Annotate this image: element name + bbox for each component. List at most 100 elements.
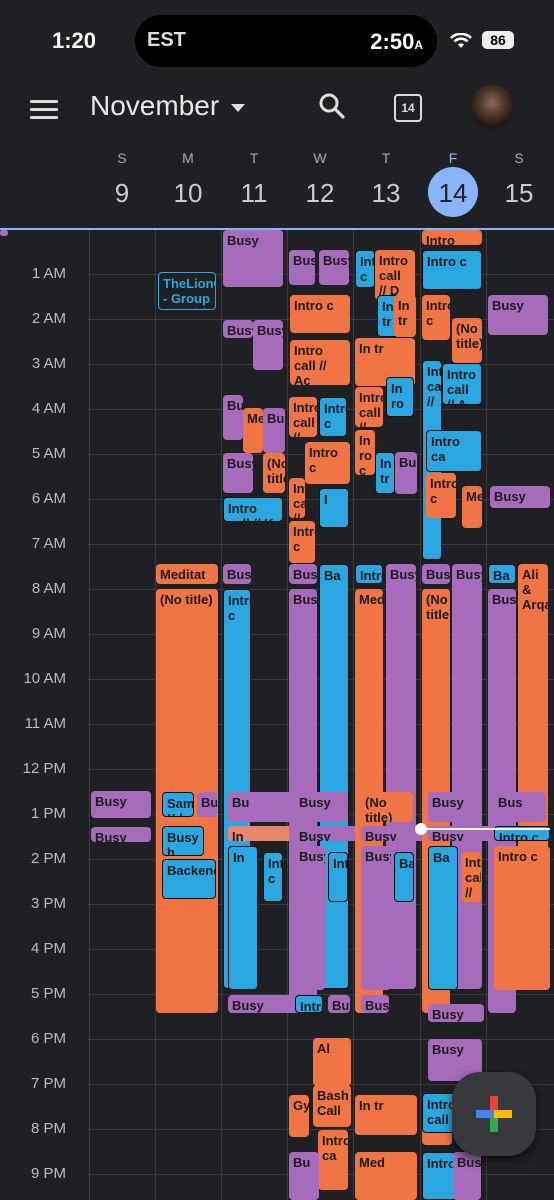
calendar-event[interactable]: Intro ca	[318, 1130, 348, 1190]
calendar-event[interactable]: Med	[243, 408, 263, 453]
search-icon[interactable]	[318, 92, 346, 120]
calendar-event[interactable]: Intro c	[305, 442, 350, 484]
calendar-event[interactable]: Busy	[453, 1152, 481, 1200]
calendar-event[interactable]: Ba	[394, 852, 414, 902]
calendar-event[interactable]: Intro c	[319, 397, 347, 437]
calendar-event[interactable]: In tr	[394, 295, 416, 337]
calendar-event[interactable]: Intro c	[290, 295, 350, 333]
day-header[interactable]: M 10	[155, 140, 221, 228]
calendar-event[interactable]: Backend	[162, 859, 216, 899]
calendar-event[interactable]: Busy	[223, 395, 243, 440]
calendar-event[interactable]: Busy	[223, 320, 253, 338]
calendar-event[interactable]: (No title)	[263, 453, 285, 493]
calendar-event[interactable]: Med	[462, 486, 482, 528]
calendar-event[interactable]: Busy	[263, 408, 285, 453]
calendar-event[interactable]: Busy	[223, 230, 283, 287]
create-event-button[interactable]	[452, 1072, 536, 1156]
calendar-event[interactable]: Busy	[490, 486, 550, 508]
column-divider	[353, 230, 354, 1200]
calendar-event[interactable]: Busy	[223, 564, 251, 584]
calendar-event[interactable]: TheLionGlass - Group Coachi	[158, 272, 216, 310]
calendar-event[interactable]: Al	[313, 1038, 351, 1086]
calendar-event[interactable]: In ro c	[355, 430, 375, 475]
calendar-event[interactable]: Busy	[228, 995, 298, 1013]
calendar-event[interactable]: Intro c	[422, 295, 450, 340]
calendar-event[interactable]: Intro	[328, 852, 348, 902]
calendar-event[interactable]: In	[228, 826, 296, 841]
calendar-event[interactable]: Intro c	[426, 473, 456, 518]
calendar-event[interactable]: Intro call // Al	[461, 852, 481, 902]
calendar-event[interactable]: Busy	[91, 791, 151, 818]
calendar-event[interactable]: Busy	[289, 250, 315, 285]
calendar-event[interactable]: Bu	[289, 1152, 319, 1200]
header-divider	[0, 228, 554, 230]
calendar-event[interactable]: Busy	[422, 564, 450, 584]
calendar-event[interactable]: Intro call // K	[223, 497, 283, 522]
calendar-event[interactable]: Intro call // Ac	[290, 340, 350, 385]
calendar-event[interactable]: In tr	[375, 452, 395, 494]
calendar-event[interactable]: Intro call // Ba	[289, 397, 317, 437]
calendar-event[interactable]: Intro c	[355, 564, 383, 584]
calendar-event[interactable]: Ba	[428, 846, 458, 990]
calendar-event[interactable]: Busy	[295, 826, 363, 841]
calendar-event[interactable]: Busy	[361, 995, 389, 1013]
calendar-event[interactable]: Busy	[253, 320, 283, 370]
calendar-event[interactable]: Intro call // A	[442, 363, 482, 405]
calendar-event[interactable]: Intro c	[494, 846, 550, 990]
calendar-event[interactable]: Intro call // De	[422, 230, 482, 245]
calendar-event[interactable]: Intro ca	[426, 430, 482, 472]
column-divider	[89, 230, 90, 1200]
calendar-event[interactable]: Intro call //	[289, 478, 305, 518]
day-header[interactable]: F 14	[420, 140, 486, 228]
calendar-event[interactable]: Busy	[361, 846, 391, 990]
calendar-event[interactable]: (No title)	[452, 318, 482, 363]
calendar-event[interactable]: Intro c	[422, 250, 482, 290]
calendar-event[interactable]: Sam X h	[162, 792, 194, 817]
calendar-event[interactable]: I	[319, 488, 349, 528]
calendar-event[interactable]: Intro call // D	[375, 250, 415, 300]
calendar-event[interactable]: Intro c	[355, 250, 375, 288]
calendar-event[interactable]: (No title)	[361, 792, 413, 822]
calendar-event[interactable]: In ro c	[386, 377, 414, 417]
day-header[interactable]: W 12	[287, 140, 353, 228]
calendar-event[interactable]: Busy	[428, 1004, 484, 1022]
calendar-event[interactable]: Ba	[488, 564, 516, 584]
calendar-event[interactable]: Intro c	[263, 852, 283, 902]
calendar-event[interactable]: In tr	[355, 1095, 417, 1135]
calendar-event[interactable]: Busy	[289, 564, 317, 584]
calendar-event[interactable]: Meditat	[156, 564, 218, 584]
calendar-event[interactable]: Busy	[428, 792, 480, 822]
week-grid[interactable]: 1 AM 2 AM 3 AM 4 AM 5 AM 6 AM 7 AM 8 AM 9 AM 10 A…	[0, 230, 554, 1200]
calendar-event[interactable]: Busy	[0, 230, 8, 236]
calendar-event[interactable]: In	[228, 846, 258, 990]
day-header[interactable]: S 15	[486, 140, 552, 228]
calendar-event[interactable]: Busy	[295, 846, 325, 990]
calendar-event[interactable]: Busy	[361, 826, 429, 841]
calendar-event[interactable]: Busy	[488, 295, 548, 335]
calendar-event[interactable]: Bu	[197, 792, 217, 817]
calendar-event[interactable]: Bus	[494, 792, 546, 822]
month-selector[interactable]: November	[90, 90, 246, 122]
calendar-event[interactable]: Bu	[395, 452, 417, 494]
day-header[interactable]: T 11	[221, 140, 287, 228]
calendar-event[interactable]: Bash Call	[313, 1085, 351, 1127]
calendar-event[interactable]: Busy	[223, 453, 253, 493]
calendar-event[interactable]: Busy	[91, 827, 151, 842]
calendar-event[interactable]: Gym	[289, 1095, 309, 1137]
calendar-event[interactable]: Bu	[228, 792, 298, 822]
calendar-event[interactable]: Med	[355, 1152, 417, 1200]
calendar-event[interactable]: Intro call // Ba	[355, 387, 383, 427]
day-header[interactable]: T 13	[353, 140, 419, 228]
calendar-event[interactable]: Bus	[328, 995, 350, 1013]
today-button[interactable]: 14	[394, 94, 422, 122]
calendar-event[interactable]: Intro c	[289, 521, 315, 563]
calendar-event[interactable]: Busy	[295, 792, 347, 822]
calendar-event[interactable]: Busy	[319, 250, 349, 285]
calendar-event[interactable]: Busy h	[162, 826, 204, 856]
avatar[interactable]	[470, 85, 514, 129]
calendar-event[interactable]: Busy	[428, 1039, 482, 1081]
menu-icon[interactable]	[30, 96, 58, 122]
calendar-event[interactable]: Intro c	[295, 995, 323, 1013]
calendar-event[interactable]: Busy	[386, 564, 416, 989]
